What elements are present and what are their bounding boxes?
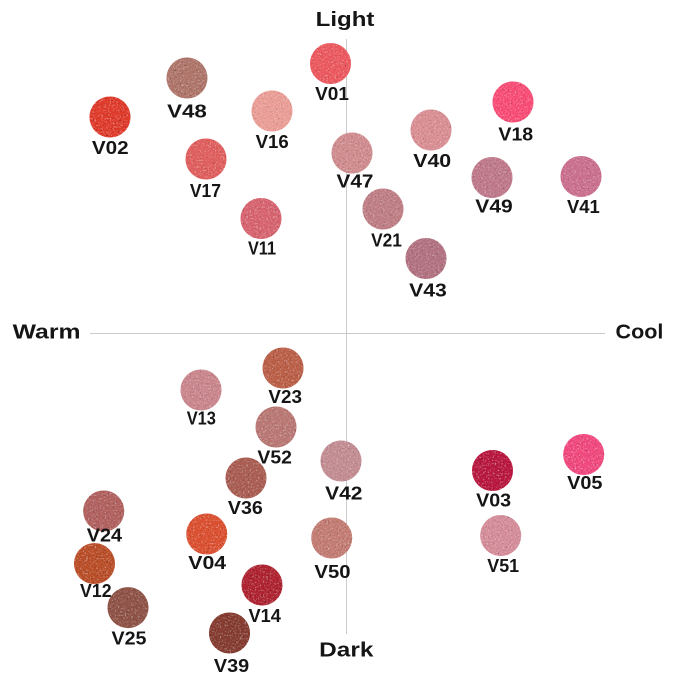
svg-text:Cool: Cool (616, 320, 664, 343)
svg-text:V40: V40 (413, 150, 451, 171)
svg-text:V12: V12 (80, 580, 112, 601)
svg-text:V01: V01 (315, 83, 349, 104)
svg-text:V21: V21 (371, 229, 402, 250)
svg-text:V36: V36 (228, 497, 263, 518)
svg-text:V04: V04 (188, 552, 227, 573)
svg-text:V13: V13 (187, 408, 216, 429)
svg-text:Dark: Dark (319, 638, 374, 661)
svg-text:V17: V17 (190, 180, 221, 201)
svg-text:V14: V14 (248, 605, 281, 626)
svg-text:V50: V50 (314, 561, 350, 582)
svg-text:Light: Light (316, 8, 375, 31)
svg-text:V23: V23 (268, 386, 302, 407)
svg-text:V24: V24 (87, 525, 123, 546)
svg-text:V41: V41 (567, 196, 600, 217)
svg-text:V05: V05 (567, 472, 602, 493)
svg-text:V25: V25 (112, 628, 147, 649)
svg-text:V43: V43 (409, 279, 447, 300)
svg-text:V49: V49 (475, 195, 512, 216)
svg-text:Warm: Warm (13, 321, 81, 344)
svg-text:V18: V18 (498, 123, 533, 144)
svg-text:V51: V51 (487, 555, 519, 576)
svg-text:V39: V39 (214, 655, 249, 676)
svg-text:V48: V48 (167, 101, 207, 122)
svg-text:V16: V16 (256, 131, 289, 152)
svg-text:V03: V03 (476, 490, 511, 511)
svg-text:V52: V52 (257, 447, 292, 468)
svg-text:V11: V11 (248, 238, 276, 259)
svg-text:V42: V42 (325, 482, 362, 503)
svg-text:V02: V02 (92, 137, 129, 158)
svg-text:V47: V47 (337, 171, 374, 192)
